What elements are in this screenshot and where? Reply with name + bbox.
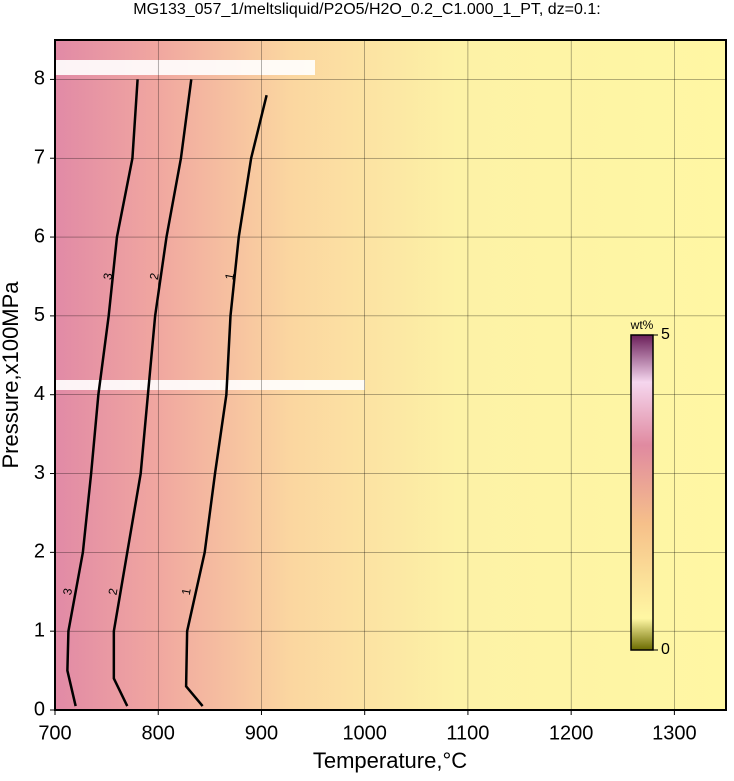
gap-band — [55, 60, 315, 75]
contour-label: 1 — [222, 272, 237, 281]
y-tick-label: 0 — [34, 698, 45, 720]
contour-label: 2 — [106, 587, 121, 596]
y-tick-label: 7 — [34, 147, 45, 169]
x-tick-label: 1300 — [652, 722, 697, 744]
contour-line — [112, 79, 193, 707]
contour-label: 3 — [100, 272, 115, 281]
x-tick-label: 1200 — [549, 722, 594, 744]
colorbar-tick-label: 0 — [661, 641, 670, 658]
x-tick-label: 1000 — [342, 722, 387, 744]
contour-line — [184, 94, 268, 707]
chart-title: MG133_057_1/meltsliquid/P2O5/H2O_0.2_C1.… — [133, 1, 600, 18]
y-axis-label: Pressure,x100MPa — [0, 281, 23, 469]
y-tick-label: 3 — [34, 462, 45, 484]
x-tick-label: 700 — [38, 722, 71, 744]
y-tick-label: 6 — [34, 225, 45, 247]
field — [55, 40, 726, 710]
contour-label: 2 — [147, 272, 162, 281]
y-tick-label: 4 — [34, 383, 45, 405]
colorbar-tick-label: 5 — [661, 326, 670, 343]
y-tick-label: 8 — [34, 68, 45, 90]
y-tick-label: 1 — [34, 619, 45, 641]
contour-label: 3 — [60, 587, 75, 596]
x-tick-label: 1100 — [446, 722, 489, 744]
colorbar — [630, 334, 654, 651]
gap-band — [55, 380, 365, 390]
x-tick-label: 900 — [245, 722, 278, 744]
colorbar-label: wt% — [630, 318, 654, 332]
x-tick-label: 800 — [142, 722, 175, 744]
x-axis-label: Temperature,°C — [313, 748, 467, 773]
contour-line — [66, 79, 139, 707]
y-tick-label: 2 — [34, 541, 45, 563]
contour-label: 1 — [179, 587, 194, 596]
plot-frame — [54, 39, 727, 711]
y-tick-label: 5 — [34, 304, 45, 326]
